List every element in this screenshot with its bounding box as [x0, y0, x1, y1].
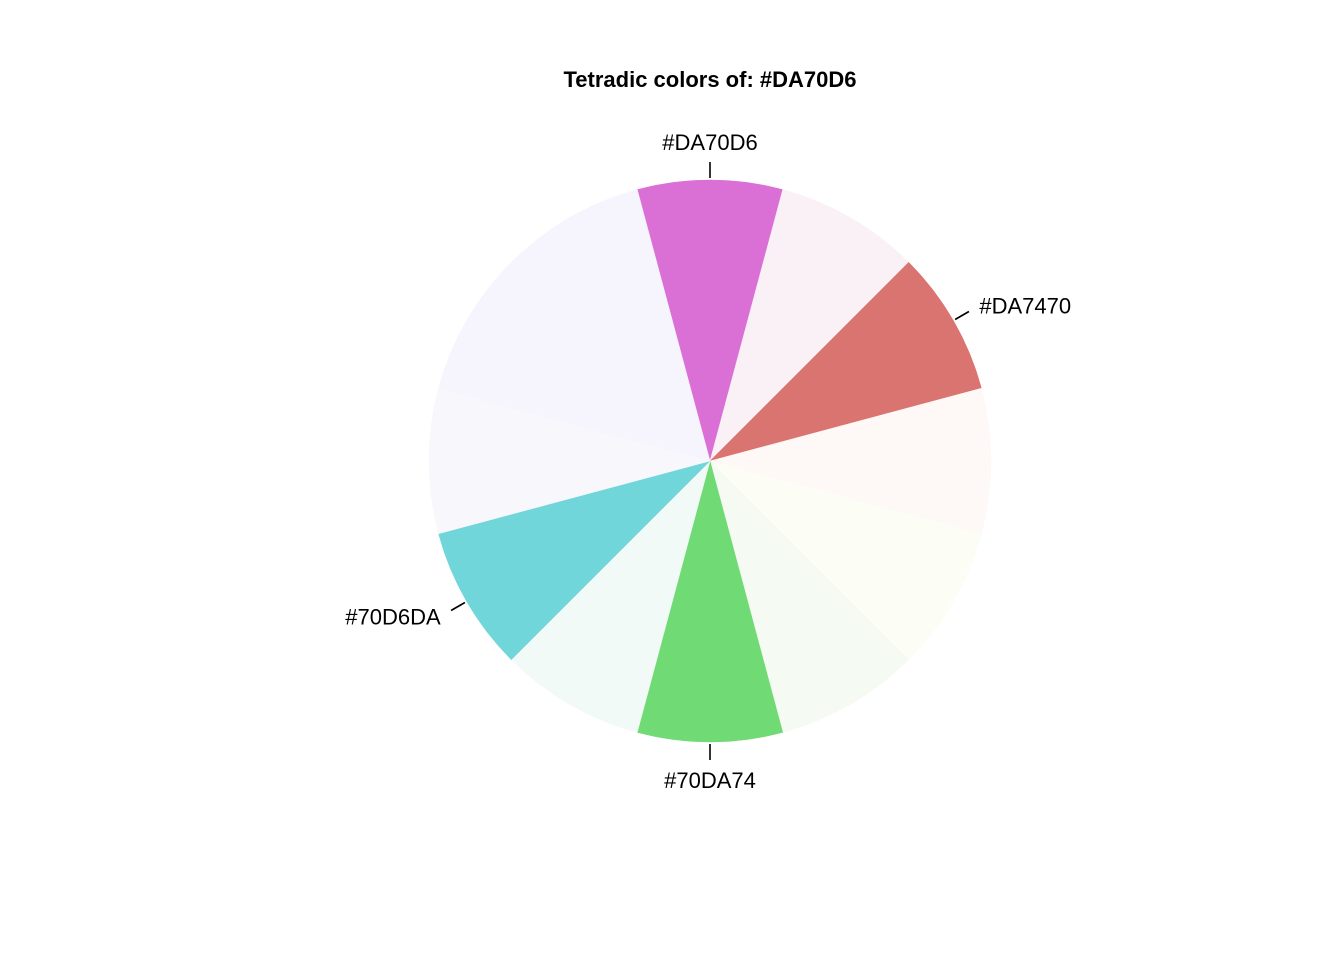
chart-title: Tetradic colors of: #DA70D6: [563, 67, 856, 92]
pie-slice: [438, 460, 711, 661]
pie-slice: [428, 387, 711, 535]
pie-slice: [510, 460, 711, 733]
slice-label: #70D6DA: [345, 605, 441, 630]
pie-slice: [438, 189, 711, 462]
pie-slice: [636, 460, 784, 743]
pie-slice: [709, 460, 982, 661]
pie-slice: [636, 179, 784, 462]
slice-label: #DA70D6: [662, 130, 757, 155]
slice-label: #DA7470: [979, 294, 1071, 319]
pie-slice: [709, 189, 910, 462]
label-leader-line: [954, 310, 970, 321]
pie-slice: [709, 261, 982, 462]
pie-slices: [428, 179, 992, 743]
label-leader-line: [450, 601, 466, 612]
pie-slice: [709, 460, 910, 733]
slice-label: #70DA74: [664, 768, 756, 793]
pie-slice: [709, 387, 992, 535]
pie-labels: #DA70D6 #DA7470 #70DA74 #70D6DA: [345, 130, 1071, 793]
